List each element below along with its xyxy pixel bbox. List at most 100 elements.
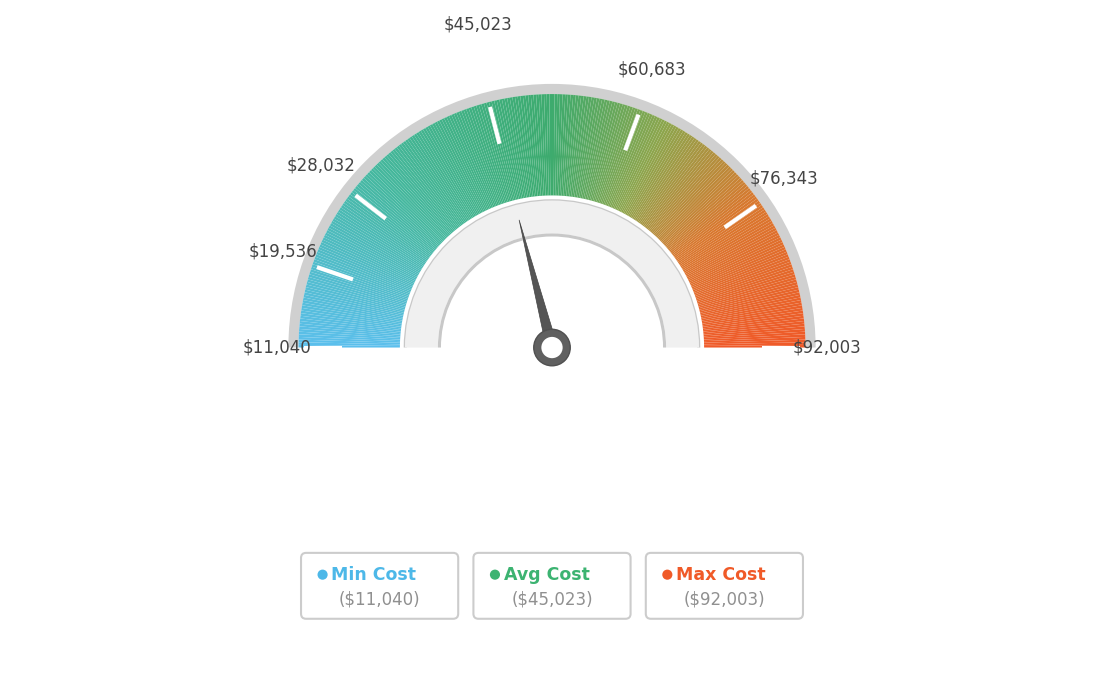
Wedge shape bbox=[544, 94, 549, 195]
Wedge shape bbox=[570, 96, 584, 197]
Wedge shape bbox=[553, 94, 558, 195]
Wedge shape bbox=[654, 159, 723, 235]
Wedge shape bbox=[307, 279, 405, 308]
Wedge shape bbox=[704, 337, 806, 343]
Wedge shape bbox=[693, 254, 788, 293]
Wedge shape bbox=[624, 124, 675, 215]
Wedge shape bbox=[701, 297, 802, 319]
Wedge shape bbox=[702, 313, 804, 328]
Wedge shape bbox=[635, 135, 692, 221]
Wedge shape bbox=[559, 95, 565, 196]
Wedge shape bbox=[305, 290, 404, 315]
Wedge shape bbox=[672, 192, 754, 255]
Wedge shape bbox=[625, 126, 677, 215]
Wedge shape bbox=[702, 308, 803, 325]
Wedge shape bbox=[565, 95, 576, 196]
Wedge shape bbox=[634, 133, 690, 220]
Text: $28,032: $28,032 bbox=[287, 157, 355, 175]
Wedge shape bbox=[452, 114, 493, 208]
Wedge shape bbox=[376, 163, 448, 238]
Text: $45,023: $45,023 bbox=[444, 16, 512, 34]
Wedge shape bbox=[619, 121, 667, 212]
Wedge shape bbox=[623, 123, 672, 213]
Wedge shape bbox=[684, 223, 774, 274]
Wedge shape bbox=[679, 207, 765, 265]
Wedge shape bbox=[666, 180, 744, 248]
Wedge shape bbox=[697, 266, 793, 301]
Wedge shape bbox=[481, 104, 511, 201]
Wedge shape bbox=[676, 201, 761, 261]
Wedge shape bbox=[704, 334, 805, 341]
Wedge shape bbox=[304, 293, 404, 316]
Wedge shape bbox=[686, 226, 775, 276]
Wedge shape bbox=[476, 105, 508, 202]
Wedge shape bbox=[299, 321, 401, 333]
Wedge shape bbox=[302, 297, 403, 319]
Wedge shape bbox=[688, 235, 781, 282]
Wedge shape bbox=[691, 244, 785, 287]
Text: $11,040: $11,040 bbox=[243, 339, 311, 357]
Wedge shape bbox=[584, 99, 607, 199]
Text: ($11,040): ($11,040) bbox=[339, 590, 421, 608]
Wedge shape bbox=[429, 124, 480, 215]
Wedge shape bbox=[647, 149, 712, 229]
Wedge shape bbox=[299, 324, 401, 335]
Wedge shape bbox=[703, 329, 805, 338]
Wedge shape bbox=[336, 214, 423, 268]
Wedge shape bbox=[645, 147, 710, 228]
Wedge shape bbox=[373, 166, 446, 240]
Wedge shape bbox=[300, 318, 401, 332]
Wedge shape bbox=[691, 247, 786, 288]
Wedge shape bbox=[649, 152, 715, 231]
Wedge shape bbox=[315, 257, 410, 295]
Wedge shape bbox=[703, 318, 804, 332]
Wedge shape bbox=[615, 117, 660, 210]
Wedge shape bbox=[686, 228, 776, 277]
Wedge shape bbox=[300, 316, 401, 330]
Wedge shape bbox=[667, 182, 745, 249]
Wedge shape bbox=[669, 186, 749, 252]
Wedge shape bbox=[659, 168, 733, 241]
Wedge shape bbox=[537, 95, 544, 196]
Wedge shape bbox=[317, 249, 412, 290]
Wedge shape bbox=[694, 259, 790, 296]
Wedge shape bbox=[641, 142, 703, 226]
Wedge shape bbox=[555, 94, 560, 195]
Wedge shape bbox=[304, 295, 403, 317]
Wedge shape bbox=[700, 287, 799, 313]
Wedge shape bbox=[322, 237, 415, 283]
Wedge shape bbox=[384, 156, 453, 233]
Wedge shape bbox=[578, 98, 599, 198]
Wedge shape bbox=[474, 106, 507, 203]
Wedge shape bbox=[510, 97, 528, 197]
Wedge shape bbox=[541, 94, 548, 195]
Wedge shape bbox=[321, 239, 414, 284]
Wedge shape bbox=[379, 161, 449, 237]
Wedge shape bbox=[318, 247, 413, 288]
Wedge shape bbox=[363, 176, 440, 246]
Wedge shape bbox=[331, 221, 421, 273]
Wedge shape bbox=[298, 337, 400, 343]
Wedge shape bbox=[611, 114, 652, 208]
Wedge shape bbox=[306, 284, 405, 311]
Wedge shape bbox=[355, 186, 435, 252]
Wedge shape bbox=[365, 174, 442, 244]
Wedge shape bbox=[439, 119, 486, 211]
Wedge shape bbox=[392, 149, 457, 229]
Wedge shape bbox=[399, 144, 461, 226]
Wedge shape bbox=[528, 95, 539, 196]
Wedge shape bbox=[454, 113, 495, 207]
Wedge shape bbox=[586, 101, 613, 200]
Wedge shape bbox=[337, 212, 424, 268]
Wedge shape bbox=[594, 104, 625, 202]
Wedge shape bbox=[675, 199, 758, 259]
Wedge shape bbox=[652, 157, 722, 235]
Wedge shape bbox=[461, 110, 499, 206]
Wedge shape bbox=[316, 254, 411, 293]
Wedge shape bbox=[539, 95, 545, 196]
Wedge shape bbox=[581, 99, 602, 199]
Wedge shape bbox=[341, 205, 426, 264]
Wedge shape bbox=[391, 150, 456, 230]
Wedge shape bbox=[614, 116, 658, 209]
Wedge shape bbox=[505, 98, 526, 198]
